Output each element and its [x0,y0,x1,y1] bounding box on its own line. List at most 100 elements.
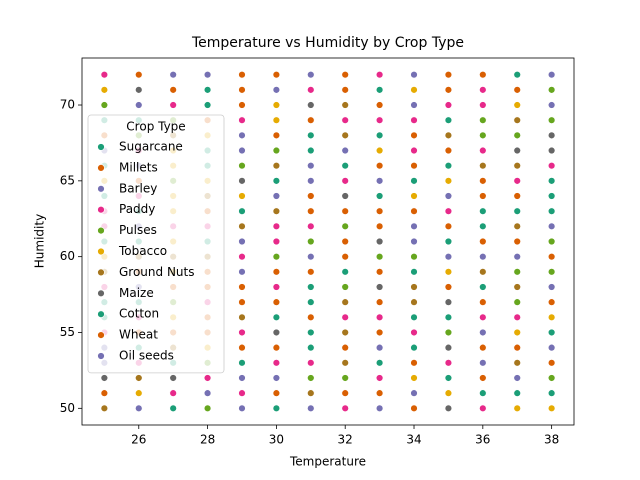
point [410,328,418,337]
point [238,374,246,382]
point [547,298,556,306]
point [410,146,418,155]
point [410,298,418,306]
point [513,328,521,337]
point [547,161,556,170]
point [479,313,487,322]
point [444,313,453,322]
point [341,359,349,367]
point [307,328,315,337]
point [513,101,521,109]
point [375,268,384,276]
point [272,161,281,170]
point [238,328,246,337]
point [513,207,521,215]
point [307,146,315,155]
point [307,313,315,322]
point [547,101,556,109]
point [375,101,384,109]
point [375,86,384,94]
point [307,359,315,367]
point [135,70,143,79]
point [547,359,556,367]
legend-label: Barley [119,181,157,195]
legend-marker [97,289,105,297]
point [272,207,281,215]
point [444,207,453,215]
point [547,328,556,337]
legend-label: Ground Nuts [119,265,195,279]
point [513,374,521,382]
point [479,268,487,276]
point [513,222,521,231]
x-tick-label: 34 [406,433,421,447]
point [203,389,212,397]
point [100,404,109,413]
point [272,237,281,246]
legend-box [87,114,225,374]
point [479,359,487,367]
point [375,116,384,124]
point [513,116,521,124]
point [513,70,521,79]
point [341,131,349,140]
point [444,86,453,94]
point [307,131,315,140]
point [479,116,487,124]
point [479,237,487,246]
point [375,359,384,367]
y-tick-label: 70 [60,98,75,112]
x-tick-label: 38 [544,433,559,447]
point [341,116,349,124]
legend-title: Crop Type [126,120,185,134]
point [479,389,487,397]
point [479,101,487,109]
point [513,146,521,155]
legend-label: Sugarcane [119,140,183,154]
point [513,359,521,367]
point [513,313,521,322]
point [513,252,521,261]
point [410,70,418,79]
point [513,389,521,397]
legend-label: Millets [119,160,158,174]
point [341,161,349,170]
point [238,404,246,413]
point [341,298,349,306]
point [444,222,453,231]
y-tick-label: 50 [60,401,75,415]
point [307,222,315,231]
point [169,374,177,382]
point [547,374,556,382]
legend: Crop Type Sugarcane Millets Barley Paddy Puls… [87,114,225,374]
point [410,101,418,109]
legend-marker [97,247,105,256]
legend-label: Pulses [119,223,157,237]
point [444,328,453,337]
axes-frame [81,57,575,426]
point [238,101,246,109]
point [410,222,418,231]
point [479,404,487,413]
legend-label: Paddy [119,202,155,216]
point [479,192,487,200]
point [375,70,384,79]
x-axis-label: Temperature [289,455,366,469]
point [238,146,246,155]
point [375,343,384,352]
legend-marker [97,143,105,151]
point [272,252,281,261]
point [547,404,556,413]
point [410,268,418,276]
point [513,404,521,413]
point [444,252,453,261]
point [444,70,453,79]
point [238,298,246,306]
point [100,374,109,382]
point [238,283,246,291]
point [479,146,487,155]
point [135,86,143,94]
point [307,374,315,382]
legend-label: Cotton [119,307,159,321]
